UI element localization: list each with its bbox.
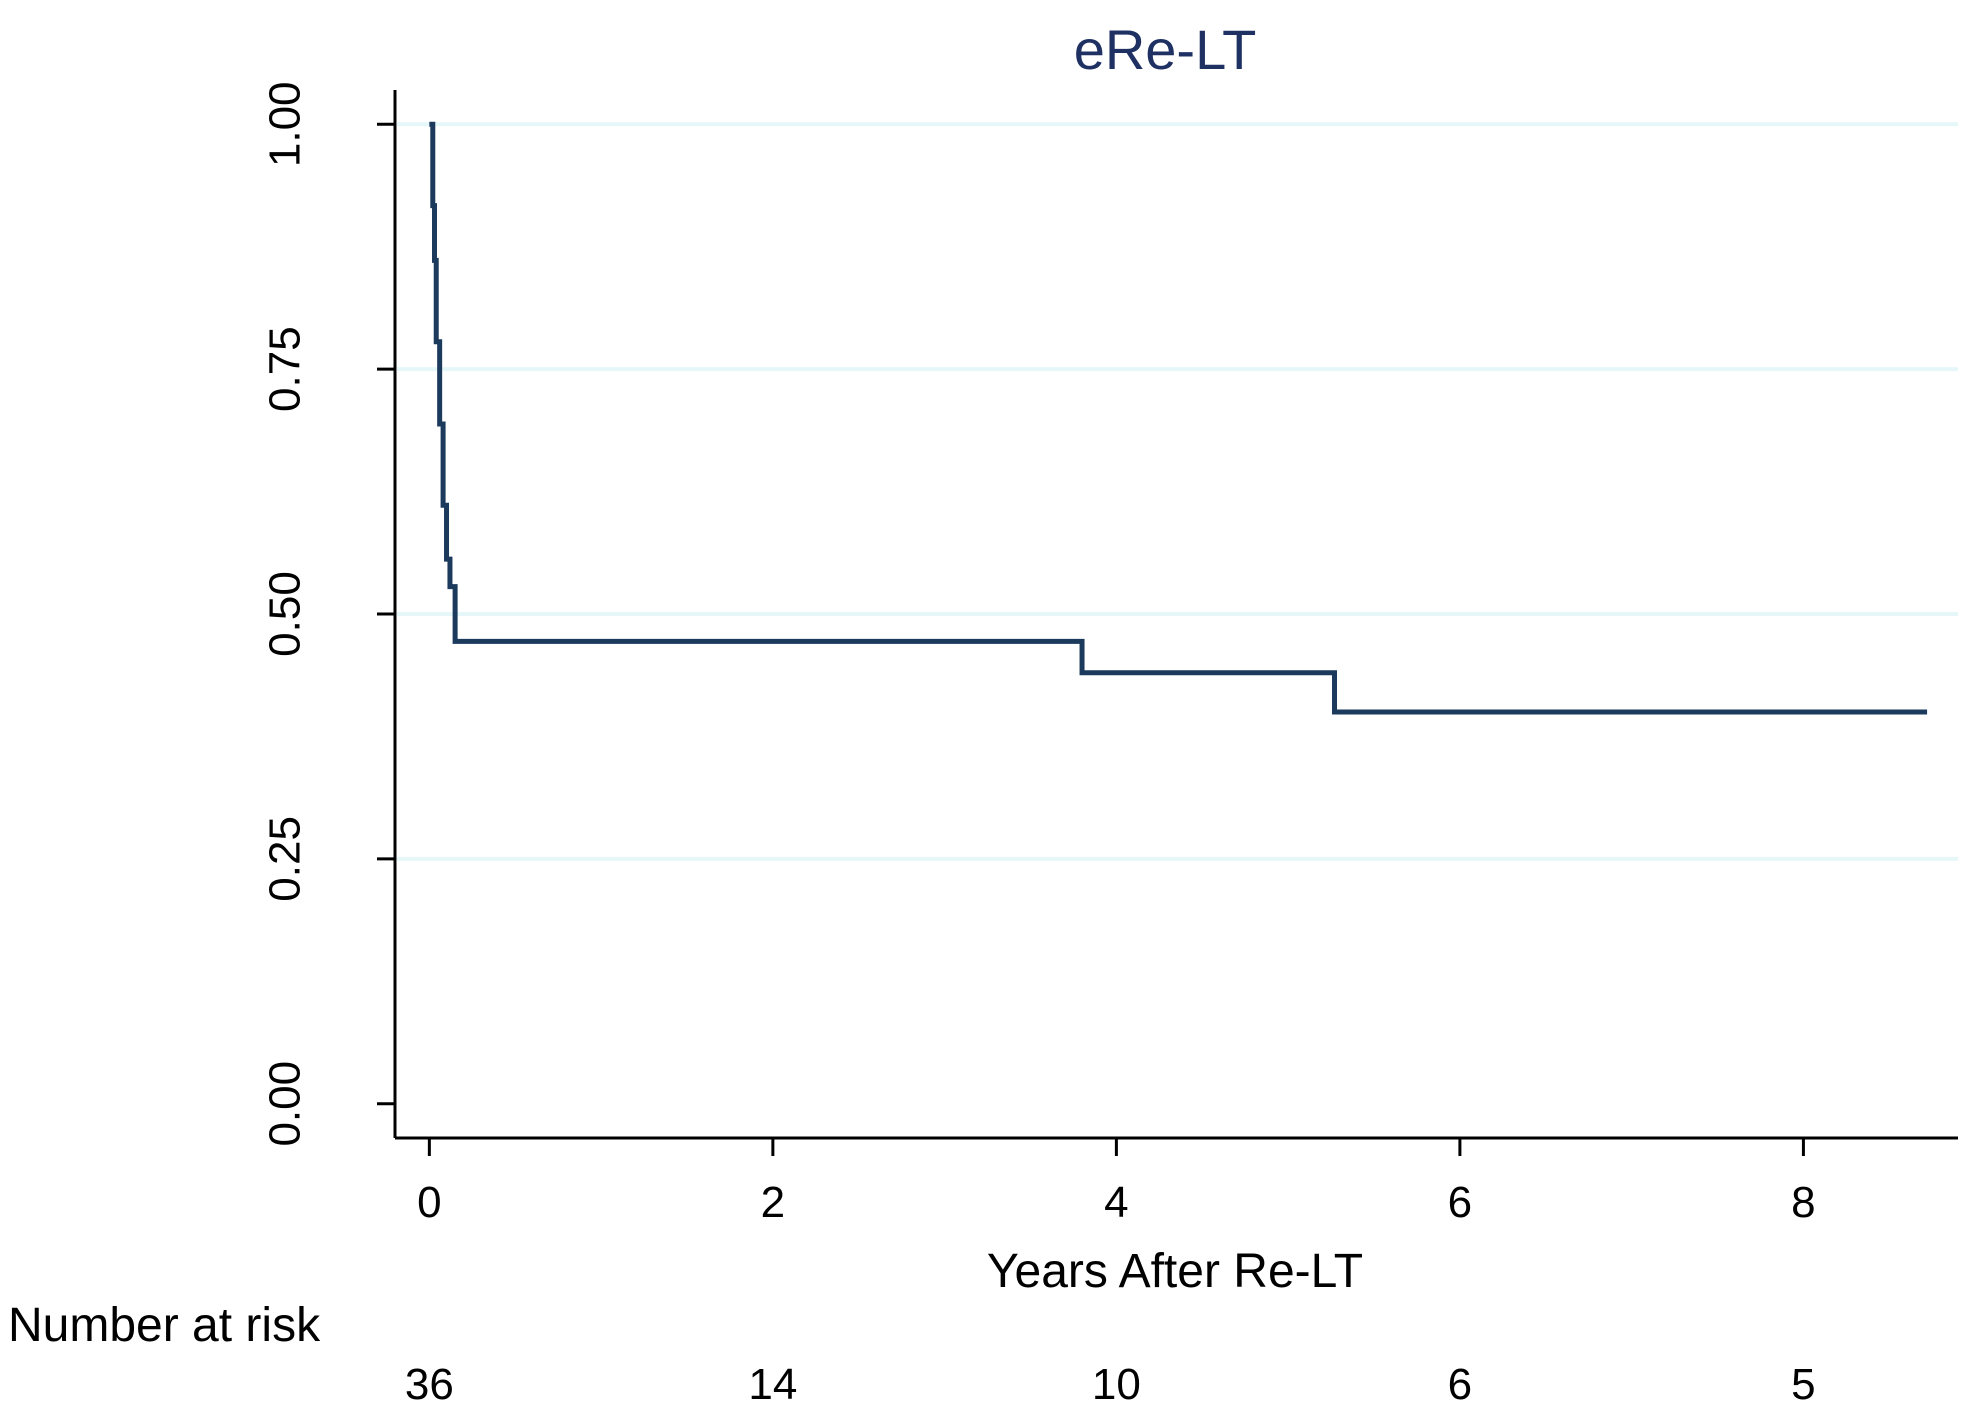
x-tick-label-3: 6 — [1448, 1178, 1472, 1227]
x-tick-label-0: 0 — [417, 1178, 441, 1227]
risk-value-4: 5 — [1791, 1360, 1815, 1406]
risk-value-1: 14 — [748, 1360, 797, 1406]
risk-value-2: 10 — [1092, 1360, 1141, 1406]
y-ticks: 0.00 0.25 0.50 0.75 1.00 — [261, 81, 395, 1147]
x-tick-label-1: 2 — [761, 1178, 785, 1227]
risk-value-0: 36 — [405, 1360, 454, 1406]
y-tick-label-2: 0.50 — [261, 571, 310, 657]
x-tick-label-2: 4 — [1104, 1178, 1128, 1227]
risk-table-label: Number at risk — [8, 1299, 321, 1352]
x-axis-label: Years After Re-LT — [987, 1245, 1363, 1298]
risk-table-values: 36 14 10 6 5 — [405, 1360, 1816, 1406]
y-tick-label-3: 0.75 — [261, 326, 310, 412]
x-ticks: 0 2 4 6 8 — [417, 1138, 1816, 1227]
survival-curve-group — [429, 121, 1928, 715]
y-tick-label-4: 1.00 — [261, 81, 310, 167]
survival-curve — [429, 121, 1928, 715]
y-tick-label-1: 0.25 — [261, 816, 310, 902]
x-tick-label-4: 8 — [1791, 1178, 1815, 1227]
y-tick-label-0: 0.00 — [261, 1061, 310, 1147]
chart-title: eRe-LT — [1074, 18, 1257, 81]
grid-lines — [397, 122, 1958, 861]
risk-value-3: 6 — [1448, 1360, 1472, 1406]
